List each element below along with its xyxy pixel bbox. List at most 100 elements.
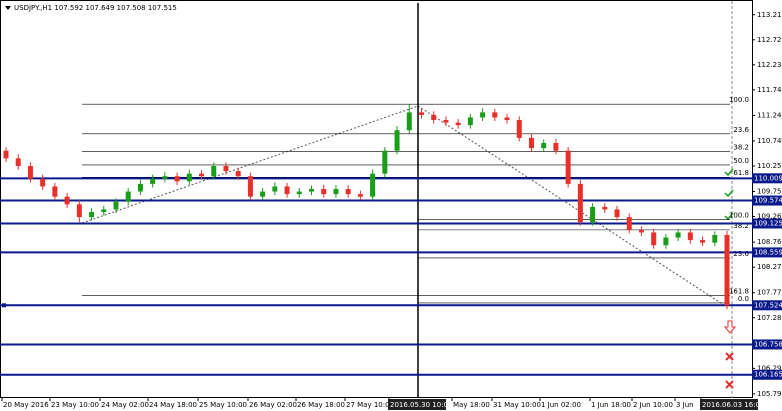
x-tick-label: 2016.05.30 10:00 xyxy=(390,401,452,409)
plot-frame xyxy=(0,0,753,398)
candle xyxy=(125,187,131,206)
candle-body xyxy=(418,112,424,115)
candle-body xyxy=(125,191,131,202)
candle-body xyxy=(651,232,657,246)
candle-body xyxy=(700,240,706,243)
cross-icon xyxy=(725,352,734,361)
candle-body xyxy=(113,201,119,210)
candle xyxy=(675,228,681,242)
candle xyxy=(602,203,608,214)
y-tick-label: 111.240 xyxy=(757,111,782,119)
x-tick-label: May 18:00 xyxy=(453,401,490,409)
candle xyxy=(272,182,278,196)
time-cursor-box xyxy=(388,399,446,410)
candle-body xyxy=(504,117,510,121)
candle-body xyxy=(15,158,21,167)
level-label: 109.574 xyxy=(754,197,782,205)
candle xyxy=(565,147,571,188)
y-tick-label: 108.270 xyxy=(757,263,782,271)
x-tick-label: 3 Jun xyxy=(676,401,694,409)
level-tag xyxy=(752,173,782,184)
candle-body xyxy=(370,173,376,197)
candle-body xyxy=(357,194,363,197)
candle xyxy=(113,198,119,214)
signals xyxy=(723,168,737,389)
candle-body xyxy=(687,232,693,241)
candle xyxy=(211,162,217,180)
x-tick-label: 20 May 2016 xyxy=(3,401,49,409)
candle-body xyxy=(614,209,620,218)
candle xyxy=(247,172,253,201)
fib-label: 50.0 xyxy=(733,157,749,165)
candle-body xyxy=(590,206,596,223)
candle-body xyxy=(455,122,461,126)
x-tick-label: 24 May 02:00 xyxy=(101,401,149,409)
level-tag xyxy=(752,339,782,350)
x-tick-label: 26 May 02:00 xyxy=(249,401,297,409)
candle xyxy=(406,104,412,134)
candle xyxy=(186,169,192,185)
candle-body xyxy=(443,120,449,123)
level-label: 108.559 xyxy=(754,248,782,256)
candle xyxy=(394,126,400,155)
candle xyxy=(370,169,376,201)
level-handle xyxy=(2,303,6,308)
candle xyxy=(76,200,82,223)
candle xyxy=(687,228,693,244)
candle xyxy=(467,113,473,129)
candle-body xyxy=(186,173,192,182)
candle xyxy=(101,205,107,216)
candle xyxy=(700,236,706,247)
candle-body xyxy=(553,143,559,151)
x-tick-label: 2 Jun 10:00 xyxy=(633,401,673,409)
candle-body xyxy=(260,191,266,197)
candle xyxy=(455,118,461,129)
y-tick-label: 107.280 xyxy=(757,314,782,322)
candle xyxy=(712,231,718,247)
candle-body xyxy=(3,150,9,159)
candle-body xyxy=(309,189,315,192)
menu-arrow[interactable] xyxy=(5,6,11,10)
candle xyxy=(40,174,46,191)
candle-body xyxy=(223,166,229,172)
candle-body xyxy=(663,237,669,246)
level-label: 110.009 xyxy=(754,174,782,182)
candle-body xyxy=(272,186,278,192)
level-label: 106.758 xyxy=(754,340,782,348)
x-tick-label: 25 May 10:00 xyxy=(199,401,247,409)
candle-body xyxy=(577,183,583,223)
candle-body xyxy=(675,232,681,238)
candle xyxy=(296,187,302,198)
y-tick-label: 108.76 xyxy=(757,238,782,246)
candle xyxy=(492,108,498,122)
y-tick-label: 105.79 xyxy=(757,390,782,398)
fib-label: 100.0 xyxy=(729,96,749,104)
candle xyxy=(223,162,229,175)
candle-body xyxy=(333,189,339,195)
candle xyxy=(235,167,241,180)
x-tick-label: 23 May 10:00 xyxy=(51,401,99,409)
candle-body xyxy=(480,112,486,118)
candle xyxy=(590,203,596,226)
candle-body xyxy=(235,171,241,177)
candle-body xyxy=(137,183,143,192)
level-tag xyxy=(752,195,782,206)
candle xyxy=(309,185,315,196)
cross-icon xyxy=(725,380,734,389)
level-label: 107.524 xyxy=(754,301,782,309)
candle-body xyxy=(626,217,632,230)
x-tick-label: 2016.06.03 16:00 xyxy=(702,401,764,409)
x-tick-label: 27 May 10:00 xyxy=(346,401,394,409)
candle-body xyxy=(541,143,547,149)
trend-line xyxy=(81,105,419,224)
fib-label: 38.2 xyxy=(733,222,749,230)
candle-body xyxy=(565,150,571,184)
check-icon xyxy=(724,189,734,198)
candle xyxy=(345,185,351,198)
candle xyxy=(663,233,669,249)
y-tick-label: 113.210 xyxy=(757,11,782,19)
candle xyxy=(516,116,522,142)
candle xyxy=(724,230,730,310)
x-tick-label: 1 Jun 02:00 xyxy=(541,401,581,409)
